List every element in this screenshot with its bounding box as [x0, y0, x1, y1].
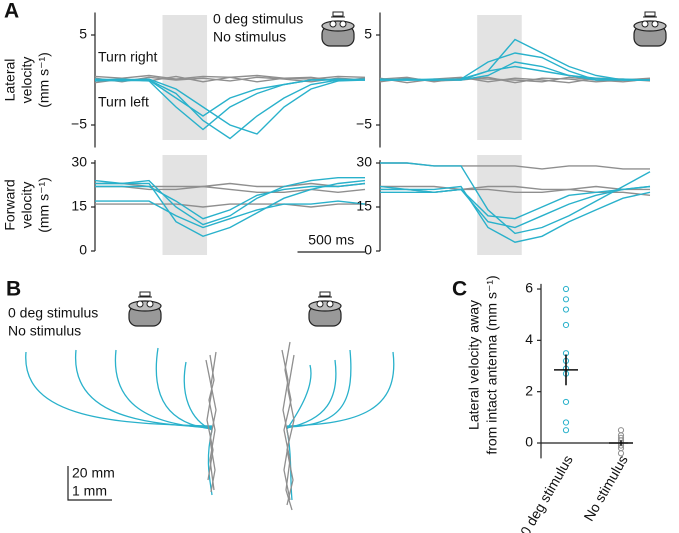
layer: Lateral velocity (mm s⁻¹)Forward velocity (m…: [2, 12, 651, 533]
y-tick-label: 4: [525, 331, 533, 347]
y-tick-label: 30: [356, 154, 372, 170]
trace: [380, 65, 650, 81]
data-point: [562, 427, 570, 434]
data-point: [562, 306, 570, 313]
trajectory: [155, 347, 213, 430]
trace: [95, 185, 366, 194]
panel-label: A: [4, 0, 19, 23]
panel-label: B: [6, 278, 21, 301]
y-axis-label: velocity: [19, 57, 35, 104]
trajectory: [286, 354, 295, 506]
fly-icon: [128, 291, 162, 327]
fly-icon: [308, 291, 342, 327]
scale-label: 500 ms: [308, 232, 354, 248]
trajectory: [283, 341, 293, 511]
trace: [380, 185, 651, 220]
trajectory: [286, 364, 312, 430]
trace: [380, 185, 650, 191]
y-tick-label: 15: [356, 198, 372, 214]
trajectory: [114, 349, 213, 429]
trajectory: [75, 349, 213, 428]
trajectory: [205, 359, 214, 481]
trajectory: [286, 359, 337, 429]
legend-entry: 0 deg stimulus: [8, 305, 98, 321]
legend-entry: 0 deg stimulus: [213, 11, 303, 27]
y-tick-label: 0: [364, 242, 372, 258]
trace: [95, 203, 365, 208]
trace: [380, 162, 651, 235]
y-tick-label: 5: [79, 26, 87, 42]
scale-label: 20 mm: [72, 465, 115, 481]
trace: [95, 182, 366, 188]
y-tick-label: 5: [364, 26, 372, 42]
trace: [94, 177, 365, 226]
y-axis-label: velocity: [19, 182, 35, 229]
y-axis-label: Lateral velocity away: [466, 300, 482, 430]
y-axis-label: from intact antenna (mm s⁻¹): [484, 275, 500, 454]
y-axis-label: (mm s⁻¹): [36, 177, 52, 233]
fly-icon: [321, 11, 355, 47]
fly-icon: [633, 11, 667, 47]
scale-bar: [67, 466, 112, 501]
y-axis-label: (mm s⁻¹): [36, 52, 52, 108]
trajectory: [286, 349, 352, 428]
trajectory: [25, 351, 213, 427]
y-tick-label: 15: [71, 198, 87, 214]
trajectory: [183, 361, 213, 431]
stimulus-window: [477, 155, 522, 255]
annotation: Turn right: [98, 49, 158, 65]
annotation: Turn left: [98, 94, 149, 110]
trajectory: [286, 351, 395, 427]
data-point: [562, 398, 570, 406]
trace: [94, 79, 365, 140]
data-point: [562, 321, 570, 329]
y-tick-label: 2: [525, 382, 533, 398]
data-point: [562, 296, 570, 303]
y-tick-label: 6: [525, 280, 533, 296]
data-point: [562, 285, 570, 293]
y-tick-label: 0: [79, 242, 87, 258]
trace: [95, 179, 366, 238]
y-tick-label: −5: [356, 116, 372, 132]
data-point: [562, 419, 570, 426]
scale-label: 1 mm: [72, 483, 107, 499]
trace: [94, 74, 366, 80]
legend-entry: No stimulus: [213, 29, 286, 45]
legend-entry: No stimulus: [8, 323, 81, 339]
trajectories: [25, 341, 395, 511]
data-point: [617, 427, 625, 434]
y-tick-label: 0: [525, 434, 533, 450]
x-tick-label: 0 deg stimulus: [517, 452, 576, 533]
trace: [94, 78, 366, 135]
y-tick-label: 30: [71, 154, 87, 170]
trace: [380, 185, 651, 229]
y-axis-label: Lateral: [2, 59, 18, 102]
trace: [379, 185, 651, 243]
trace: [95, 182, 366, 220]
data-point: [617, 450, 625, 457]
trajectory: [209, 351, 217, 493]
trace: [95, 200, 366, 229]
panel-label: C: [452, 278, 467, 301]
x-tick-label: No stimulus: [580, 452, 630, 523]
trajectory: [281, 349, 291, 501]
y-axis-label: Forward: [2, 179, 18, 230]
y-tick-label: −5: [71, 116, 87, 132]
